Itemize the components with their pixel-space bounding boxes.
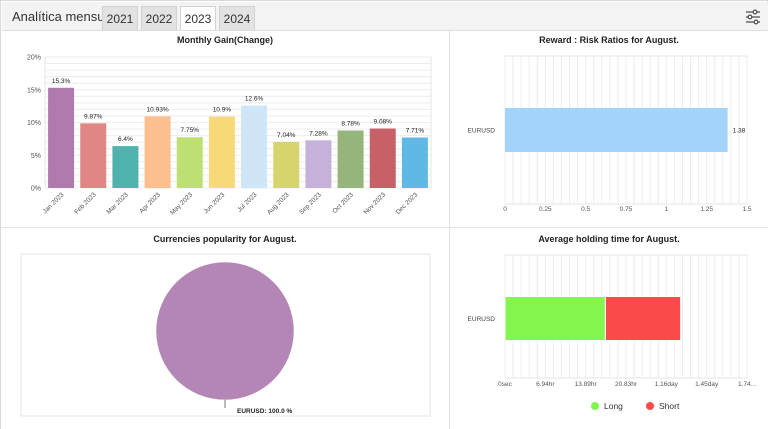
monthly-gain-chart: 0% 5% 10% 15% 20% 15.3% Jan 2023 9.87% Feb 2023 6…	[27, 55, 432, 217]
sliders-settings-icon[interactable]	[744, 8, 762, 26]
y-category-label: EURUSD	[468, 128, 496, 135]
pie-slice	[155, 261, 295, 401]
x-tick-label: Jul 2023	[236, 191, 259, 214]
x-tick-label: 20.83hr	[615, 381, 638, 388]
x-tick-label: 6.94hr	[536, 381, 555, 388]
bar-value-label: 15.3%	[52, 78, 71, 85]
tab-2023[interactable]: 2023	[180, 6, 216, 30]
currencies-title: Currencies popularity for August.	[153, 234, 297, 244]
pie-slice-label: EURUSD: 100.0 %	[237, 408, 292, 415]
bar-value-label: 10.93%	[147, 106, 169, 113]
tab-2022[interactable]: 2022	[141, 6, 177, 30]
y-tick-label: 20%	[27, 55, 41, 62]
x-tick-label: May 2023	[169, 191, 194, 216]
bar	[505, 108, 728, 152]
x-tick-label: 1.74...	[738, 381, 756, 388]
y-tick-label: 5%	[31, 153, 41, 160]
bar-value-label: 7.28%	[309, 130, 328, 137]
bar-value-label: 12.6%	[245, 95, 264, 102]
x-tick-label: Apr 2023	[138, 191, 162, 215]
reward-risk-chart: 0 0.25 0.5 0.75 1 1.25 1.5 1.38 EURUSD	[468, 55, 752, 213]
y-tick-label: 15%	[27, 87, 41, 94]
x-tick-label: 1.5	[742, 206, 751, 213]
bar	[337, 130, 364, 188]
x-tick-label: 1.16day	[655, 381, 679, 388]
bar	[208, 116, 235, 188]
y-tick-label: 0%	[31, 186, 41, 193]
bar	[144, 116, 171, 188]
x-tick-label: 1.45day	[695, 381, 719, 388]
tab-2021[interactable]: 2021	[102, 6, 138, 30]
x-tick-label: Jun 2023	[202, 191, 226, 215]
bar	[241, 105, 268, 188]
bar-value-label: 7.71%	[406, 127, 425, 134]
x-tick-label: Jan 2023	[42, 191, 66, 215]
reward-risk-title: Reward : Risk Ratios for August.	[539, 35, 679, 45]
bar	[176, 137, 203, 188]
bar	[401, 137, 428, 188]
stacked-bar-segment	[504, 296, 606, 341]
x-tick-label: Sep 2023	[298, 191, 323, 216]
currencies-chart: EURUSD: 100.0 %	[20, 253, 431, 417]
x-tick-label: Aug 2023	[266, 191, 291, 216]
holding-time-title: Average holding time for August.	[538, 234, 680, 244]
bar-value-label: 6.4%	[118, 136, 133, 143]
x-tick-label: Nov 2023	[363, 191, 388, 216]
x-tick-label: Feb 2023	[73, 191, 98, 216]
bar-value-label: 1.38	[733, 128, 746, 135]
y-category-label: EURUSD	[468, 316, 496, 323]
bar	[369, 128, 396, 188]
x-tick-label: 0.75	[620, 206, 633, 213]
widget-title: Analítica mensual	[12, 9, 115, 24]
bar-value-label: 10.9%	[213, 107, 232, 114]
bar	[273, 141, 300, 188]
legend-label: Long	[604, 401, 623, 411]
x-tick-label: 1.25	[700, 206, 713, 213]
bar-value-label: 7.04%	[277, 132, 296, 139]
y-tick-label: 10%	[27, 120, 41, 127]
bar	[80, 123, 107, 188]
monthly-gain-title: Monthly Gain(Change)	[177, 35, 273, 45]
x-tick-label: Dec 2023	[395, 191, 420, 216]
stacked-bar-segment	[604, 296, 682, 341]
holding-time-panel: Average holding time for August. 0sec 6.9…	[450, 228, 768, 429]
vertical-divider	[449, 31, 450, 429]
currencies-panel: Currencies popularity for August. EURUSD…	[1, 228, 449, 429]
x-tick-label: 13.89hr	[575, 381, 598, 388]
x-tick-label: Oct 2023	[331, 191, 355, 215]
x-tick-label: 0	[503, 206, 507, 213]
monthly-gain-panel: Monthly Gain(Change) 0% 5% 10% 15% 20% 15.3% J…	[1, 31, 449, 227]
tab-2024[interactable]: 2024	[219, 6, 255, 30]
horizontal-divider	[2, 227, 768, 228]
bar-value-label: 8.78%	[341, 120, 360, 127]
legend-swatch	[591, 402, 599, 410]
x-tick-label: 0.25	[539, 206, 552, 213]
holding-time-chart: 0sec 6.94hr 13.89hr 20.83hr 1.16day 1.45day 1.…	[468, 254, 756, 411]
x-tick-label: 0.5	[581, 206, 590, 213]
x-tick-label: 1	[665, 206, 669, 213]
plot-area	[20, 253, 431, 417]
bar	[48, 87, 75, 188]
reward-risk-panel: Reward : Risk Ratios for August. 0 0.25 0.…	[450, 31, 768, 227]
x-tick-label: Mar 2023	[105, 191, 130, 216]
bar-value-label: 9.08%	[374, 119, 393, 126]
bar-value-label: 7.75%	[181, 127, 200, 134]
x-tick-label: 0sec	[498, 381, 512, 388]
legend-swatch	[646, 402, 654, 410]
bar	[112, 146, 139, 188]
bar-value-label: 9.87%	[84, 113, 103, 120]
bar	[305, 140, 332, 188]
legend-label: Short	[659, 401, 680, 411]
header-bar: Analítica mensual 2021 2022 2023 2024	[2, 2, 768, 31]
